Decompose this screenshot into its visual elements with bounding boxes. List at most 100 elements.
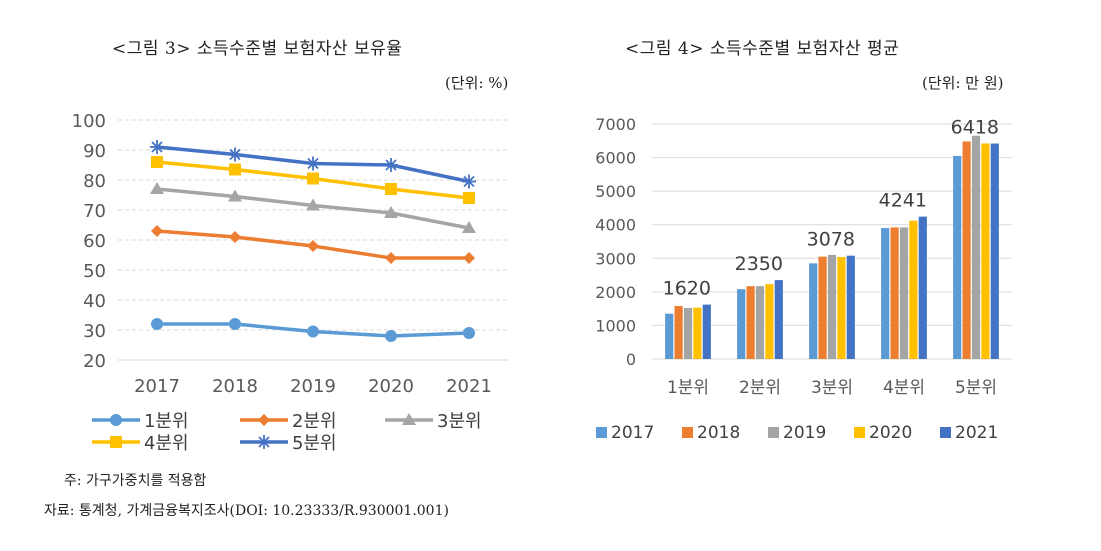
legend-label: 1분위 [144,411,189,432]
bar-4분위-2021 [918,216,927,359]
point [463,252,475,264]
y-tick-label: 3000 [595,249,636,268]
bar-2분위-2019 [755,286,765,359]
legend-item-2분위: 2분위 [240,411,337,432]
y-tick-label: 100 [72,111,106,132]
x-tick-label: 2021 [446,376,492,397]
bar-3분위-2017 [809,263,818,359]
series-1분위 [151,318,475,342]
legend-item-2019: 2019 [768,423,826,443]
point [384,206,398,218]
y-tick-label: 40 [83,291,106,312]
data-label: 1620 [663,278,711,300]
point [307,325,319,338]
legend-item-2020: 2020 [854,423,912,443]
legend-label: 2019 [783,423,826,443]
point [257,435,271,449]
point [228,189,242,202]
point [151,156,163,168]
bar-5분위-2019 [971,135,981,359]
legend-label: 2021 [955,423,998,443]
legend-swatch [682,427,693,438]
legend-item-4분위: 4분위 [92,433,189,454]
bar-3분위-2020 [837,256,846,359]
point [463,327,475,339]
chart1-unit: (단위: %) [445,74,509,92]
point [306,198,320,211]
x-tick-label: 2분위 [739,378,781,398]
y-tick-label: 30 [83,321,106,342]
point [110,436,122,448]
point [462,221,476,233]
bar-chart: 0 1000 2000 3000 4000 5000 6000 7000 1분위 2분위 3분위 4분… [595,115,1012,443]
point [462,174,476,189]
data-label: 2350 [735,253,783,275]
legend-swatch [854,427,865,438]
bar-4분위-2019 [899,227,909,359]
y-tick-label: 70 [83,201,106,222]
bar-5분위-2018 [962,141,971,359]
legend-label: 2018 [697,423,740,443]
y-tick-label: 80 [83,171,106,192]
point [150,182,164,194]
point [307,172,319,185]
legend-item-2018: 2018 [682,423,740,443]
legend-item-5분위: 5분위 [240,433,337,454]
bar-3분위-2021 [846,255,855,359]
series-4분위 [151,156,475,204]
x-tick-label: 3분위 [811,378,853,398]
bar-1분위-2019 [683,307,693,359]
point [229,163,241,176]
y-tick-label: 0 [626,350,636,369]
legend-item-1분위: 1분위 [92,411,189,432]
point [229,231,241,243]
legend-label: 2020 [869,423,912,443]
point [385,183,397,195]
note-weight: 주: 가구가중치를 적용함 [64,473,207,489]
y-tick-label: 7000 [595,115,636,134]
legend-label: 2017 [611,423,654,443]
bar-5분위-2020 [981,143,990,359]
point [229,318,241,330]
bar-2분위-2017 [737,289,746,359]
x-tick-label: 4분위 [883,378,925,398]
point [384,158,398,172]
series-2분위 [151,225,475,264]
chart2-unit: (단위: 만 원) [922,74,1004,92]
point [110,414,122,426]
point [385,252,397,264]
legend-swatch [596,427,607,438]
x-tick-label: 1분위 [667,378,709,398]
x-tick-label: 2020 [368,376,414,397]
bar-1분위-2017 [665,313,674,359]
legend-label: 5분위 [292,433,337,454]
point [258,414,270,426]
bar-2분위-2021 [774,280,783,359]
bar-4분위-2017 [881,228,890,359]
point [306,156,320,171]
legend-label: 4분위 [144,433,189,454]
bar-5분위-2021 [990,143,999,359]
point [402,413,416,425]
x-tick-label: 2019 [290,376,336,397]
x-tick-label: 5분위 [955,378,997,398]
legend-swatch [768,427,779,438]
point [228,147,242,162]
y-tick-label: 2000 [595,283,636,302]
point [150,140,164,154]
y-tick-label: 50 [83,261,106,282]
bar-2분위-2018 [746,286,755,359]
point [385,330,397,342]
bar-2분위-2020 [765,284,774,359]
series-3분위 [150,182,476,233]
legend-label: 2분위 [292,411,337,432]
y-tick-label: 20 [83,351,106,372]
bar-3분위-2019 [827,254,837,359]
note-source: 자료: 통계청, 가계금융복지조사(DOI: 10.23333/R.930001… [44,503,449,519]
data-label: 6418 [951,117,999,139]
point [151,225,163,237]
y-tick-label: 4000 [595,216,636,235]
bar-5분위-2017 [953,155,962,359]
x-tick-label: 2018 [212,376,258,397]
y-tick-label: 6000 [595,149,636,168]
